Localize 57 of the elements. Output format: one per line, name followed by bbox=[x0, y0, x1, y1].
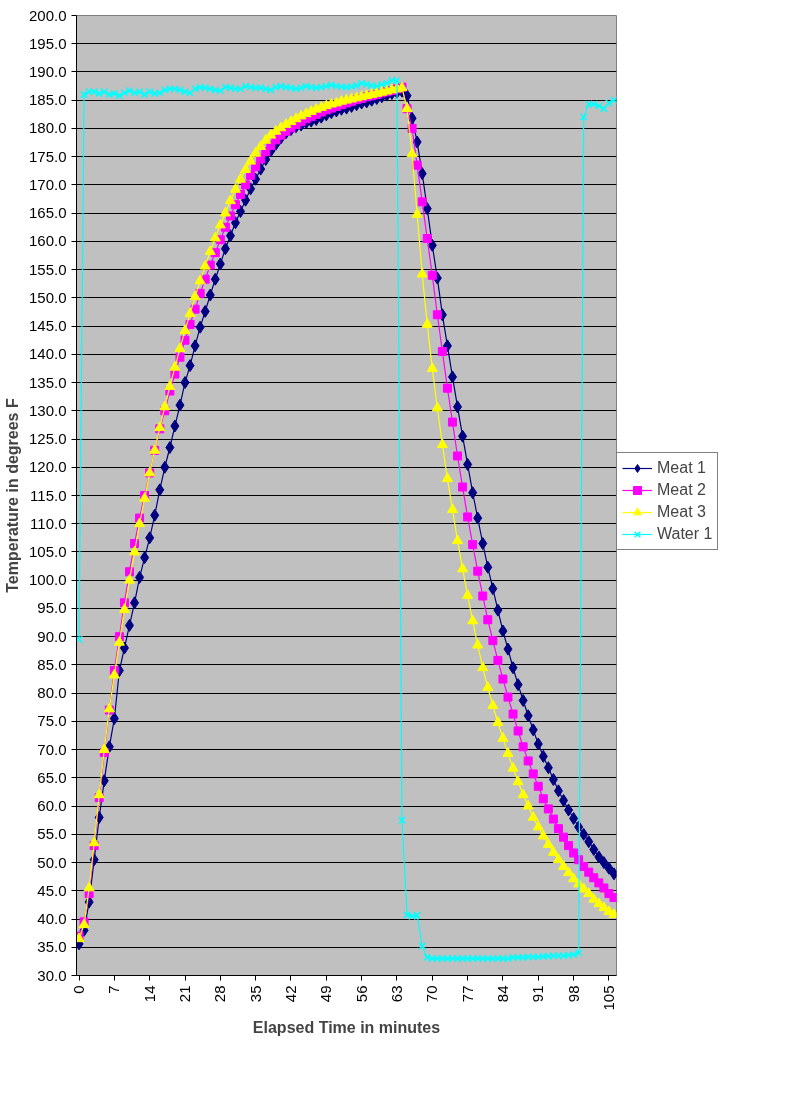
y-tick-label: 200.0 bbox=[28, 6, 67, 24]
x-tick-label: 49 bbox=[317, 985, 335, 1003]
y-tick-label: 170.0 bbox=[28, 175, 67, 193]
y-tick-label: 35.0 bbox=[37, 938, 67, 956]
y-tick-label: 50.0 bbox=[37, 853, 67, 871]
y-tick-label: 140.0 bbox=[28, 345, 67, 363]
y-tick-label: 30.0 bbox=[37, 966, 67, 984]
x-tick-label: 91 bbox=[529, 985, 547, 1003]
y-tick-label: 145.0 bbox=[28, 317, 67, 335]
x-tick-label: 84 bbox=[493, 985, 511, 1003]
x-tick-label: 14 bbox=[140, 985, 158, 1003]
legend-label: Water 1 bbox=[657, 525, 713, 543]
legend-label: Meat 3 bbox=[657, 503, 706, 521]
y-tick-label: 165.0 bbox=[28, 204, 67, 222]
y-tick-label: 110.0 bbox=[30, 514, 67, 532]
y-tick-label: 60.0 bbox=[37, 797, 67, 815]
y-tick-label: 155.0 bbox=[28, 260, 67, 278]
x-tick-label: 28 bbox=[211, 985, 229, 1003]
legend-label: Meat 2 bbox=[657, 481, 706, 499]
legend-label: Meat 1 bbox=[657, 459, 706, 477]
x-tick-label: 105 bbox=[599, 985, 617, 1011]
x-tick-label: 70 bbox=[423, 985, 441, 1003]
y-tick-label: 75.0 bbox=[37, 712, 67, 730]
y-tick-label: 70.0 bbox=[37, 740, 67, 758]
x-axis-title: Elapsed Time in minutes bbox=[252, 1018, 441, 1036]
y-tick-label: 150.0 bbox=[28, 288, 67, 306]
y-tick-label: 90.0 bbox=[37, 627, 67, 645]
y-tick-label: 80.0 bbox=[37, 684, 67, 702]
y-tick-label: 180.0 bbox=[28, 119, 67, 137]
y-tick-label: 105.0 bbox=[28, 542, 67, 560]
x-tick-label: 0 bbox=[70, 985, 88, 994]
y-tick-label: 55.0 bbox=[37, 825, 67, 843]
y-tick-label: 160.0 bbox=[28, 232, 67, 250]
x-tick-label: 21 bbox=[176, 985, 193, 1003]
x-tick-label: 7 bbox=[105, 985, 123, 994]
x-tick-label: 35 bbox=[246, 985, 264, 1003]
y-tick-label: 115.0 bbox=[30, 486, 67, 504]
y-tick-label: 85.0 bbox=[37, 655, 67, 673]
y-tick-label: 135.0 bbox=[28, 373, 67, 391]
y-tick-label: 95.0 bbox=[37, 599, 67, 617]
y-tick-label: 40.0 bbox=[37, 910, 67, 928]
y-tick-label: 120.0 bbox=[28, 458, 67, 476]
x-tick-label: 77 bbox=[458, 985, 476, 1003]
y-tick-label: 65.0 bbox=[37, 768, 67, 786]
x-tick-label: 56 bbox=[352, 985, 370, 1003]
x-tick-label: 98 bbox=[564, 985, 582, 1003]
y-tick-label: 125.0 bbox=[28, 430, 67, 448]
y-tick-label: 45.0 bbox=[37, 881, 67, 899]
x-tick-label: 63 bbox=[387, 985, 405, 1003]
y-tick-label: 185.0 bbox=[28, 91, 67, 109]
y-tick-label: 130.0 bbox=[28, 401, 67, 419]
y-tick-label: 190.0 bbox=[28, 62, 67, 80]
y-tick-label: 195.0 bbox=[28, 34, 67, 52]
y-tick-label: 100.0 bbox=[28, 571, 67, 589]
x-tick-label: 42 bbox=[281, 985, 299, 1003]
y-tick-label: 175.0 bbox=[28, 147, 67, 165]
y-axis-title: Temperature in degrees F bbox=[3, 398, 21, 593]
